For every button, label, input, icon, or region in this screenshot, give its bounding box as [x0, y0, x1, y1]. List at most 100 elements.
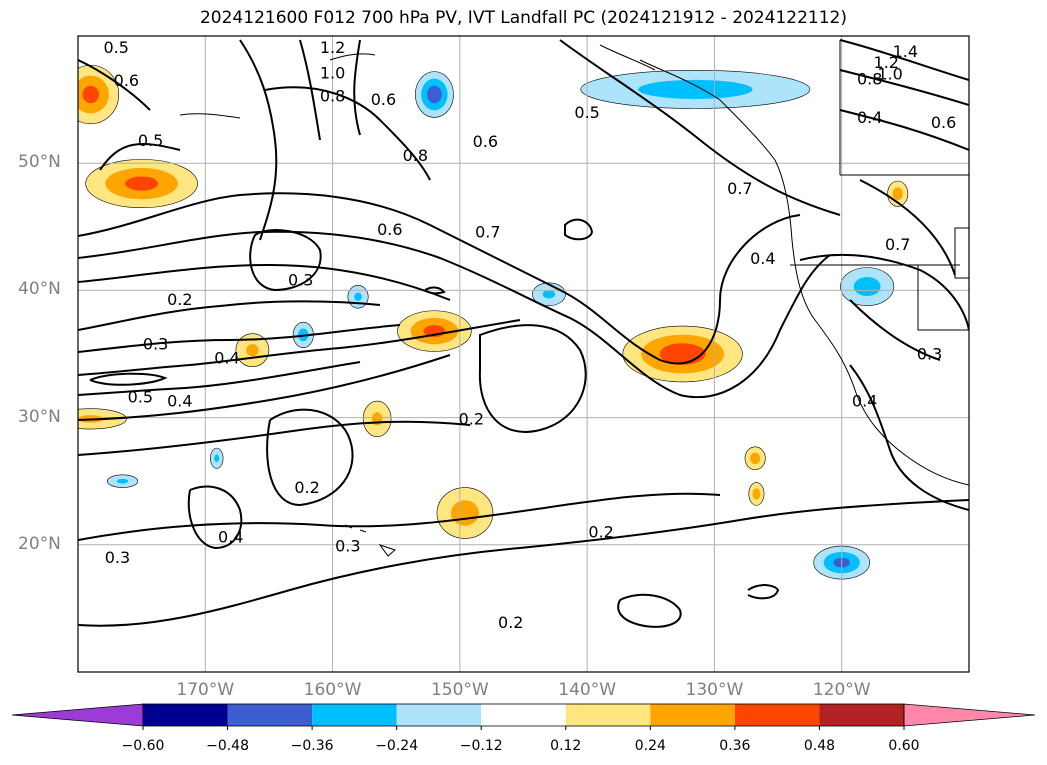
colorbar-tick-label: −0.12 [459, 738, 503, 754]
contour-label: 0.5 [138, 131, 163, 150]
colorbar-tick-label: 0.12 [550, 738, 582, 754]
contour-label: 0.4 [857, 108, 882, 127]
contour-label: 0.6 [473, 132, 498, 151]
latitude-label: 30°N [18, 406, 61, 427]
contour-label: 0.6 [114, 71, 139, 90]
longitude-label: 170°W [176, 680, 235, 700]
contour-label: 0.8 [403, 146, 428, 165]
contour-label: 0.7 [885, 235, 910, 254]
contour-label: 0.5 [574, 103, 599, 122]
map-frame [77, 35, 970, 673]
colorbar-tick-label: −0.60 [121, 738, 165, 754]
colorbar-tick-label: −0.24 [375, 738, 419, 754]
contour-labels-layer: 0.5 1.21.00.8 0.60.60.5 0.60.80.50.71.41.21… [103, 38, 956, 632]
anomaly-level [82, 85, 99, 104]
colorbar-tick-label: 0.48 [803, 738, 836, 754]
colorbar-segment [734, 704, 820, 726]
anomaly-level [116, 478, 129, 484]
longitude-label: 140°W [558, 680, 617, 700]
contour-label: 0.6 [931, 113, 956, 132]
colorbar-tick-label: −0.48 [206, 738, 249, 754]
contour-label: 0.3 [917, 345, 942, 364]
positive-anomaly-blob [748, 482, 765, 506]
latitude-label: 50°N [18, 152, 61, 173]
negative-anomaly-blob [415, 71, 454, 118]
positive-anomaly-blob [397, 310, 472, 352]
positive-anomaly-blob [78, 64, 120, 125]
contour-label: 0.3 [288, 271, 313, 290]
colorbar-outline [142, 703, 905, 727]
anomaly-level [354, 292, 362, 301]
positive-anomaly-blob [744, 446, 766, 471]
contour-label: 1.4 [893, 42, 918, 61]
colorbar [11, 703, 1036, 730]
contour-label: 0.8 [320, 86, 345, 105]
anomaly-level [638, 79, 753, 99]
negative-anomaly-blob [210, 447, 224, 469]
negative-anomaly-blob [347, 285, 369, 309]
contour-label: 0.2 [588, 523, 613, 542]
latitude-label: 20°N [18, 533, 61, 554]
anomaly-shading-layer [78, 64, 909, 580]
colorbar-extend-high [903, 703, 1036, 727]
contour-label: 0.3 [143, 334, 168, 353]
colorbar-segment [143, 704, 228, 726]
colorbar-tick-label: −0.36 [290, 738, 334, 754]
contour-label: 1.2 [320, 38, 345, 57]
contour-label: 0.3 [105, 548, 130, 567]
colorbar-extend-low [11, 703, 144, 727]
colorbar-tick-label: 0.36 [719, 738, 751, 754]
contour-label: 0.5 [128, 388, 153, 407]
contour-label: 1.2 [874, 53, 899, 72]
colorbar-tick-label: 0.24 [634, 738, 666, 754]
anomaly-level [853, 277, 881, 297]
colorbar-segment [396, 704, 482, 726]
positive-anomaly-blob [436, 487, 494, 539]
contour-label: 1.0 [877, 65, 902, 84]
anomaly-level [427, 85, 442, 104]
contour-label: 0.8 [857, 70, 882, 89]
longitude-label: 120°W [812, 680, 871, 700]
positive-anomaly-blob [622, 325, 743, 383]
contour-label: 0.2 [498, 613, 523, 632]
longitude-label: 130°W [685, 680, 744, 700]
negative-anomaly-blob [580, 70, 811, 109]
map-title: 2024121600 F012 700 hPa PV, IVT Landfall… [199, 8, 847, 28]
contour-label: 0.4 [214, 348, 239, 367]
contour-label: 0.6 [377, 220, 402, 239]
contour-label: 0.7 [475, 222, 500, 241]
latitude-label: 40°N [18, 279, 61, 300]
colorbar-segment [565, 704, 651, 726]
contour-label: 0.2 [167, 290, 192, 309]
longitude-label: 150°W [430, 680, 489, 700]
anomaly-level [542, 289, 556, 299]
colorbar-tick-label: 0.60 [888, 738, 920, 754]
positive-anomaly-blob [362, 400, 392, 437]
contour-label: 0.4 [750, 249, 775, 268]
contour-label: 0.4 [218, 528, 243, 547]
contour-label: 0.2 [294, 478, 319, 497]
pv-contour-layer [78, 39, 969, 628]
gridlines-layer [78, 36, 969, 672]
contour-label: 0.2 [459, 409, 484, 428]
contour-label: 0.4 [852, 392, 877, 411]
contour-label: 0.6 [371, 90, 396, 109]
colorbar-segment [227, 704, 313, 726]
anomaly-level [750, 452, 761, 465]
longitude-label: 160°W [303, 680, 362, 700]
contour-label: 0.7 [727, 179, 752, 198]
contour-label: 0.3 [335, 537, 360, 556]
anomaly-level [892, 187, 903, 201]
colorbar-segment [650, 704, 735, 726]
anomaly-level [450, 500, 479, 526]
colorbar-segment [819, 704, 904, 726]
negative-anomaly-blob [840, 267, 895, 306]
contour-label: 1.0 [320, 63, 345, 82]
colorbar-segment [481, 704, 566, 726]
anomaly-level [125, 176, 159, 191]
anomaly-level [214, 454, 220, 463]
anomaly-level [246, 344, 259, 357]
colorbar-segment [312, 704, 397, 726]
positive-anomaly-blob [85, 159, 198, 209]
